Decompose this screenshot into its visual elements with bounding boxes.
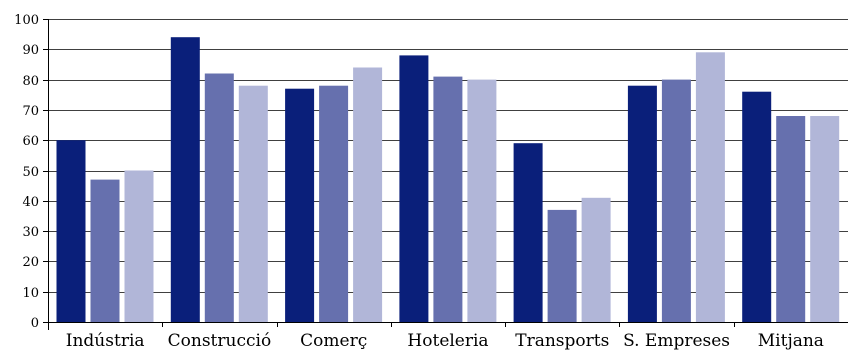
y-tick-label: 80 [22,74,39,89]
x-category-label: Comerç [300,331,367,351]
y-tick-label: 40 [22,195,39,210]
x-axis: Indústria Construcció Comerç Hoteleria Trans… [48,322,848,351]
x-category-label: Hoteleria [407,331,488,351]
bar [124,170,154,322]
bar [285,88,315,322]
bar [238,85,268,322]
bar [776,116,806,322]
y-tick-label: 10 [22,286,39,301]
y-tick-label: 0 [31,316,39,331]
y-tick-label: 50 [22,165,39,180]
bar [56,140,86,322]
bar [170,37,200,322]
bar [695,52,725,323]
y-tick-label: 60 [22,134,39,149]
bar [467,79,497,322]
bar [547,209,577,322]
bar [399,55,429,323]
bar [742,91,772,322]
x-category-label: Transports [515,331,609,351]
bar [204,73,234,322]
y-tick-label: 100 [14,13,39,28]
y-tick-label: 70 [22,104,39,119]
bar [581,197,611,322]
bars [56,37,840,323]
bar [627,85,657,322]
y-tick-label: 90 [22,43,39,58]
x-category-label: S. Empreses [623,331,730,351]
bar [90,179,120,322]
x-category-label: Indústria [66,331,145,351]
bar [810,116,840,322]
bar [353,67,383,322]
x-category-label: Construcció [168,331,272,351]
y-tick-label: 20 [22,255,39,270]
x-category-label: Mitjana [758,331,824,351]
bar [513,143,543,322]
bar [433,76,463,322]
bar [661,79,691,322]
bar [319,85,349,322]
y-axis: 0 10 20 30 40 50 60 70 80 90 100 [14,13,49,331]
y-tick-label: 30 [22,225,39,240]
